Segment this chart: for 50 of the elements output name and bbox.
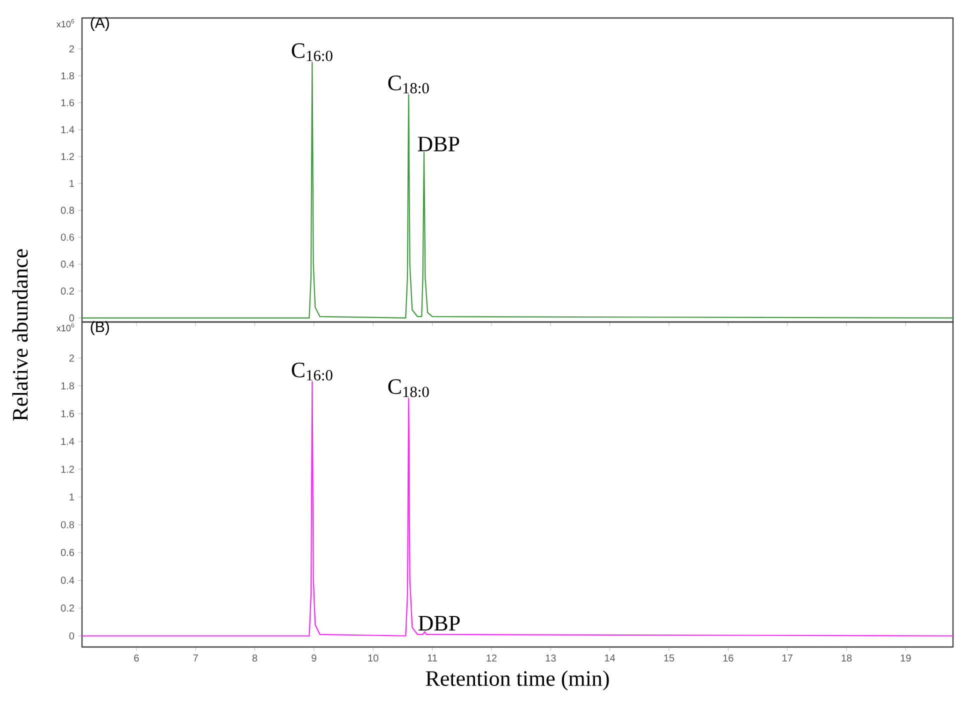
y-tick-label: 0.4 <box>60 576 74 584</box>
line-series <box>81 381 954 636</box>
y-tick-label: 0.2 <box>60 604 74 612</box>
y-tick-label: 1.6 <box>61 99 74 106</box>
x-tick-label: 8 <box>252 654 258 662</box>
y-tick-label: 2 <box>69 45 74 52</box>
x-tick-label: 12 <box>486 654 497 662</box>
y-tick-label: 0.6 <box>60 549 74 556</box>
annotation: C$_{16:0}$ <box>292 43 332 62</box>
y-tick-label: 0.8 <box>60 206 74 214</box>
y-tick-label: 1.2 <box>61 153 74 160</box>
y-tick-label: 1 <box>70 494 74 500</box>
x-tick-label: 9 <box>312 654 316 662</box>
y-tick-label: 1.4 <box>61 126 74 134</box>
text: x10$^{6}$ <box>56 323 74 332</box>
chart-title: (A) <box>90 17 109 32</box>
x-tick-label: 7 <box>193 654 198 662</box>
line-series <box>81 62 954 318</box>
x-tick-label: 11 <box>428 654 438 662</box>
annotation: DBP <box>418 136 460 152</box>
y-tick-label: 0.6 <box>60 234 74 241</box>
x-axis-title: Retention time (min) <box>426 670 609 690</box>
text: x10$^{6}$ <box>56 19 74 28</box>
y-tick-label: 0.2 <box>60 288 74 295</box>
y-tick-label: 2 <box>69 354 74 362</box>
x-tick-label: 15 <box>664 654 674 662</box>
y-tick-label: 1 <box>70 180 74 187</box>
y-tick-label: 0 <box>69 314 74 322</box>
x-tick-label: 16 <box>723 654 734 662</box>
annotation: DBP <box>418 616 460 631</box>
annotation: C$_{18:0}$ <box>388 379 429 398</box>
y-tick-label: 1.6 <box>61 410 74 418</box>
y-tick-label: 1.8 <box>61 72 74 80</box>
y-tick-label: 1.4 <box>61 438 74 445</box>
x-tick-label: 14 <box>605 654 616 662</box>
x-tick-label: 17 <box>782 654 792 662</box>
x-tick-label: 6 <box>134 654 139 662</box>
y-tick-label: 1.8 <box>61 382 74 390</box>
y-axis-title: Relative abundance <box>12 249 28 421</box>
x-tick-label: 19 <box>900 654 911 662</box>
y-tick-label: 0 <box>69 632 74 640</box>
y-tick-label: 1.2 <box>61 466 74 473</box>
y-tick-label: 0.4 <box>60 260 74 268</box>
chart-title: (B) <box>90 321 109 336</box>
x-tick-label: 13 <box>546 654 556 662</box>
annotation: C$_{18:0}$ <box>388 76 429 94</box>
y-tick-label: 0.8 <box>60 521 74 528</box>
x-tick-label: 10 <box>368 654 378 662</box>
x-tick-label: 18 <box>842 654 852 662</box>
annotation: C$_{16:0}$ <box>292 362 332 381</box>
